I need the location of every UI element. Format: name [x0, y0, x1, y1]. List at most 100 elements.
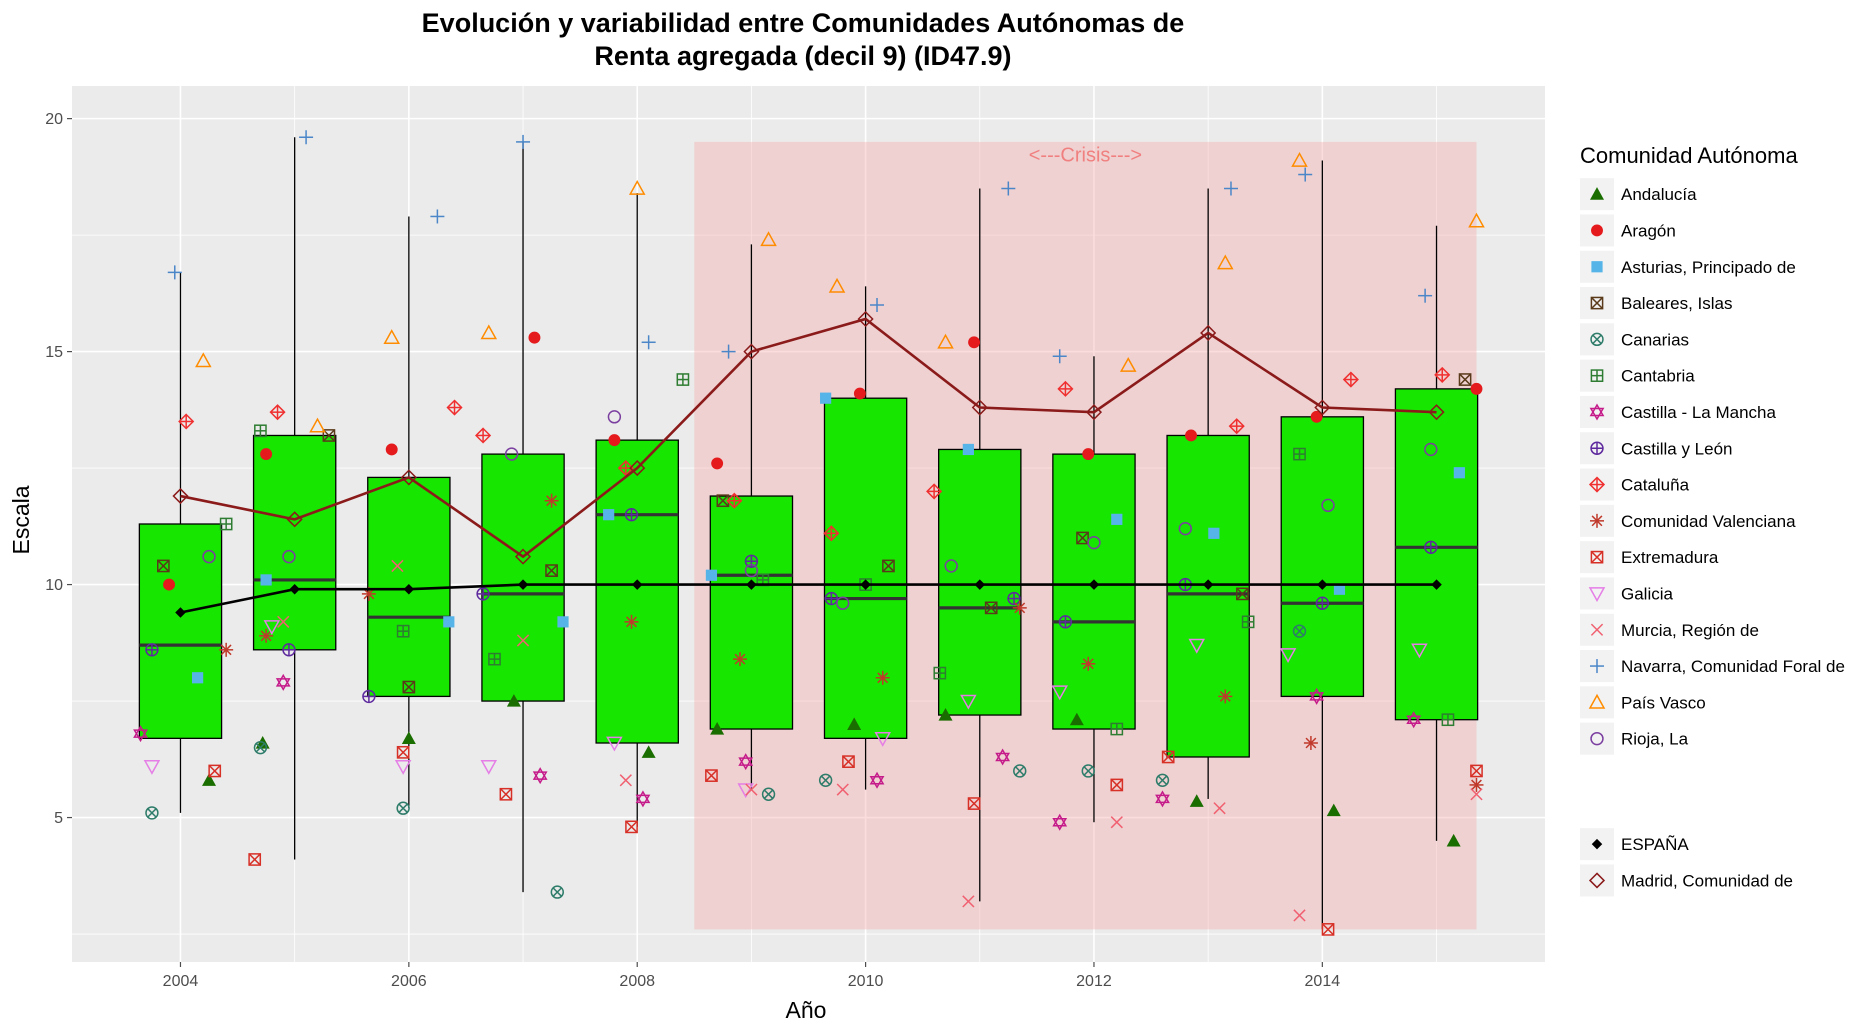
line-point-espana	[403, 583, 415, 595]
point-navarra-comunidad-foral-de	[641, 335, 656, 350]
point-asturias-principado-de	[443, 616, 455, 628]
line-point-madrid-comunidad-de	[1085, 404, 1103, 421]
legend-key-castilla-la-mancha	[1589, 403, 1605, 421]
line-point-madrid-comunidad-de	[400, 469, 417, 486]
point-galicia	[737, 783, 754, 799]
point-baleares-islas	[402, 680, 416, 694]
legend-key-bg	[1580, 395, 1614, 428]
point-comunidad-valenciana	[544, 493, 559, 508]
chart-title: Evolución y variabilidad entre Comunidad…	[422, 8, 1185, 38]
y-tick-label: 10	[45, 577, 63, 594]
point-cantabria	[1241, 615, 1255, 629]
point-castilla-y-leon	[1007, 591, 1021, 606]
legend-key-madrid-comunidad-de	[1588, 872, 1606, 889]
point-rioja-la	[282, 549, 296, 564]
legend-key-bg	[1580, 864, 1614, 897]
point-rioja-la	[1424, 442, 1438, 457]
point-extremadura	[625, 820, 638, 834]
legend-label: Baleares, Islas	[1621, 294, 1733, 313]
point-cataluna	[1342, 371, 1359, 388]
point-cataluna	[1228, 418, 1245, 435]
box-iqr	[823, 397, 908, 739]
point-castilla-la-mancha	[1155, 790, 1170, 808]
point-cantabria	[254, 424, 267, 438]
point-comunidad-valenciana	[1081, 656, 1096, 671]
point-pais-vasco	[1119, 357, 1137, 372]
point-castilla-la-mancha	[869, 771, 885, 789]
point-murcia-region-de	[619, 774, 632, 787]
point-comunidad-valenciana	[361, 586, 376, 601]
box-2015	[1394, 225, 1479, 841]
point-aragon	[853, 387, 866, 400]
legend-label: Canarias	[1621, 330, 1689, 349]
line-point-madrid-comunidad-de	[629, 460, 646, 477]
legend-key-murcia-region-de	[1590, 623, 1604, 636]
point-cantabria	[933, 666, 947, 680]
point-pais-vasco	[760, 231, 777, 247]
line-point-espana	[746, 579, 757, 590]
point-castilla-y-leon	[1424, 540, 1438, 554]
legend-item-baleares-islas: Baleares, Islas	[1580, 287, 1733, 320]
legend-label: Navarra, Comunidad Foral de	[1621, 657, 1845, 676]
point-navarra-comunidad-foral-de	[1418, 288, 1433, 303]
y-tick-label: 15	[45, 344, 63, 361]
chart-subtitle: Renta agregada (decil 9) (ID47.9)	[594, 41, 1011, 71]
point-cataluna	[926, 483, 943, 500]
community-points	[133, 130, 1485, 936]
point-aragon	[1310, 410, 1323, 423]
point-andalucia	[1069, 712, 1084, 726]
point-andalucia	[641, 745, 656, 758]
point-asturias-principado-de	[705, 569, 718, 581]
point-navarra-comunidad-foral-de	[1223, 181, 1238, 196]
point-murcia-region-de	[1293, 909, 1306, 922]
point-pais-vasco	[309, 417, 326, 433]
point-navarra-comunidad-foral-de	[870, 298, 885, 312]
point-murcia-region-de	[1110, 816, 1123, 829]
legend-label: Madrid, Comunidad de	[1621, 871, 1793, 890]
point-pais-vasco	[1468, 212, 1485, 228]
point-asturias-principado-de	[557, 616, 569, 628]
legend-label: Murcia, Región de	[1621, 621, 1759, 640]
line-point-madrid-comunidad-de	[286, 511, 303, 528]
point-extremadura	[396, 745, 410, 759]
point-castilla-y-leon	[282, 643, 296, 657]
box-iqr	[1166, 434, 1250, 758]
point-navarra-comunidad-foral-de	[1001, 181, 1016, 196]
point-comunidad-valenciana	[1012, 600, 1027, 615]
point-rioja-la	[1321, 498, 1335, 513]
y-axis: 5 10 15 20	[45, 111, 72, 827]
point-aragon	[163, 578, 176, 591]
box-2009	[709, 244, 794, 790]
legend-item-aragon: Aragón	[1580, 214, 1676, 247]
point-baleares-islas	[1076, 531, 1089, 545]
legend-key-aragon	[1591, 224, 1603, 237]
legend-key-canarias	[1590, 332, 1604, 347]
point-cantabria	[219, 517, 233, 531]
legend-title: Comunidad Autónoma	[1580, 143, 1798, 168]
point-canarias	[396, 801, 410, 815]
legend-key-cantabria	[1590, 369, 1604, 382]
point-comunidad-valenciana	[219, 642, 234, 657]
point-murcia-region-de	[1213, 802, 1226, 815]
point-castilla-la-mancha	[133, 725, 148, 743]
line-point-madrid-comunidad-de	[1428, 404, 1445, 421]
legend-item-madrid-comunidad-de: Madrid, Comunidad de	[1580, 864, 1793, 897]
point-extremadura	[248, 853, 262, 866]
line-point-espana	[289, 583, 300, 595]
point-comunidad-valenciana	[624, 614, 639, 629]
point-cantabria	[1293, 447, 1306, 461]
point-baleares-islas	[545, 564, 558, 577]
point-cataluna	[1434, 366, 1451, 383]
legend-item-navarra-comunidad-foral-de: Navarra, Comunidad Foral de	[1580, 650, 1845, 683]
legend-key-comunidad-valenciana	[1590, 513, 1604, 528]
point-canarias	[253, 740, 268, 755]
point-asturias-principado-de	[1453, 467, 1465, 479]
point-castilla-la-mancha	[995, 748, 1011, 766]
point-andalucia	[1326, 803, 1341, 817]
point-cataluna	[475, 427, 492, 444]
point-comunidad-valenciana	[1469, 777, 1484, 792]
point-castilla-la-mancha	[1309, 687, 1325, 705]
point-pais-vasco	[828, 277, 846, 293]
series-aragon	[163, 331, 1483, 591]
point-galicia	[143, 759, 161, 775]
